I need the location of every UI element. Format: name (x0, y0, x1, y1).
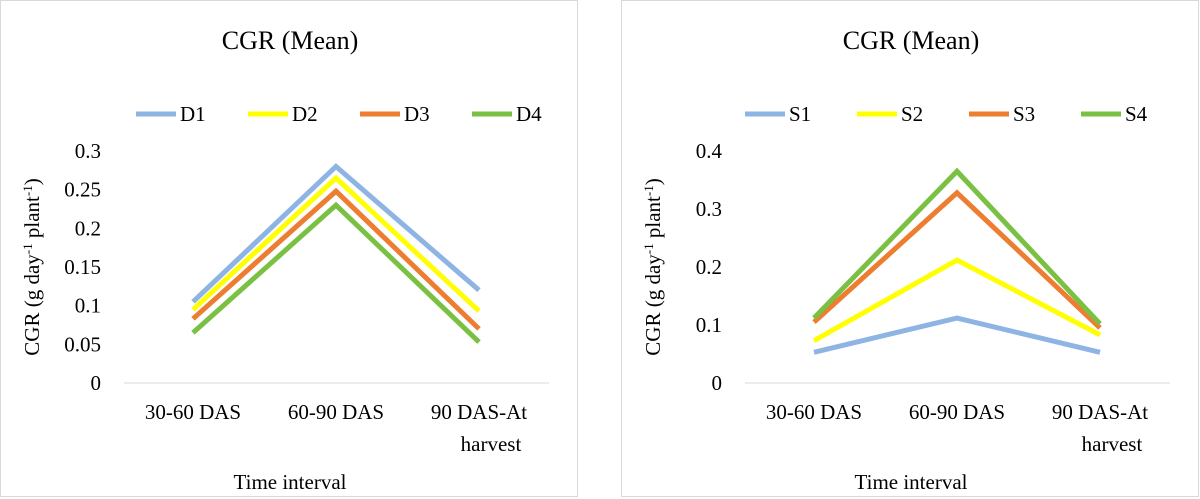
y-tick-label: 0.25 (64, 178, 101, 202)
y-tick-label: 0.3 (696, 197, 722, 221)
y-tick-label: 0.4 (696, 139, 723, 163)
y-axis-title-part: CGR (g day (20, 254, 44, 356)
y-tick-label: 0.3 (75, 139, 101, 163)
legend-label-d4: D4 (516, 102, 542, 126)
y-tick-label: 0 (91, 371, 102, 395)
y-axis-title-part: -1 (641, 243, 656, 254)
x-category-label: 30-60 DAS (766, 400, 862, 424)
x-axis-title: Time interval (234, 470, 347, 494)
x-category-label: 90 DAS-At (431, 400, 527, 424)
x-category-label: 60-90 DAS (909, 400, 1005, 424)
x-axis-title: Time interval (855, 470, 968, 494)
y-axis-title-part: ) (641, 178, 665, 185)
chart-panel-right: CGR (Mean) S1 S2 S3 S4 0 0.1 0.2 0.3 0.4 30-60 DAS… (621, 0, 1199, 497)
x-category-label: 90 DAS-At (1052, 400, 1148, 424)
y-axis-title: CGR (g day-1 plant-1) (20, 178, 45, 355)
chart-title: CGR (Mean) (222, 26, 358, 55)
legend-label-d2: D2 (292, 102, 318, 126)
y-axis-title-part: -1 (641, 185, 656, 196)
legend-label-d1: D1 (180, 102, 206, 126)
legend-label-s2: S2 (901, 102, 923, 126)
chart-title: CGR (Mean) (843, 26, 979, 55)
y-axis-title-part: CGR (g day (641, 254, 665, 356)
y-axis-title-part: ) (20, 178, 44, 185)
y-axis-title-part: plant (641, 196, 665, 243)
legend-label-s1: S1 (789, 102, 811, 126)
y-axis-title: CGR (g day-1 plant-1) (641, 178, 666, 355)
y-tick-label: 0.1 (696, 313, 722, 337)
x-category-label: harvest (461, 432, 522, 456)
y-tick-label: 0 (712, 371, 723, 395)
legend-label-s4: S4 (1125, 102, 1148, 126)
y-axis-title-part: -1 (20, 185, 35, 196)
x-category-label: harvest (1082, 432, 1143, 456)
chart-panel-left: CGR (Mean) D1 D2 D3 D4 0 0.05 0.1 0.15 0.2 0.25 0.3… (0, 0, 578, 497)
series-line-s1 (813, 315, 1101, 355)
legend-label-d3: D3 (404, 102, 430, 126)
y-axis-title-part: -1 (20, 243, 35, 254)
x-category-label: 30-60 DAS (145, 400, 241, 424)
x-category-label: 60-90 DAS (288, 400, 384, 424)
y-tick-label: 0.1 (75, 294, 101, 318)
y-tick-label: 0.15 (64, 255, 101, 279)
legend-label-s3: S3 (1013, 102, 1035, 126)
y-tick-label: 0.05 (64, 332, 101, 356)
line-chart-right: CGR (Mean) S1 S2 S3 S4 0 0.1 0.2 0.3 0.4 30-60 DAS… (641, 26, 1170, 494)
line-chart-left: CGR (Mean) D1 D2 D3 D4 0 0.05 0.1 0.15 0.2 0.25 0.3… (20, 26, 549, 494)
y-tick-label: 0.2 (696, 255, 722, 279)
y-axis-title-part: plant (20, 196, 44, 243)
y-tick-label: 0.2 (75, 216, 101, 240)
